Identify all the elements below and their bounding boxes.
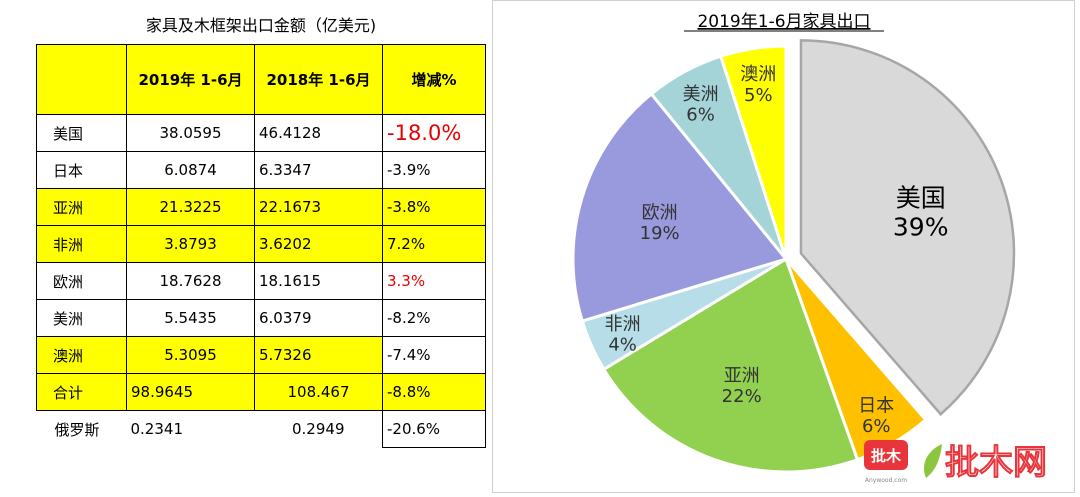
value-2018-cell: 6.3347 [254,151,383,189]
slice-percent-label: 6% [686,104,715,125]
slice-label: 澳洲 [740,64,776,85]
change-cell: -8.8% [382,373,486,411]
slice-label: 亚洲 [724,365,760,386]
value-2019-cell: 6.0874 [126,151,255,189]
pie-slice-7 [718,44,788,260]
value-2018-cell: 0.2949 [292,420,345,439]
table-row: 非洲 3.8793 3.6202 7.2% [36,225,486,263]
slice-percent-label: 22% [722,386,762,407]
table-row: 美洲 5.5435 6.0379 -8.2% [36,299,486,337]
chart-title: 2019年1-6月家具出口 [697,12,870,32]
change-cell: -8.2% [382,299,486,337]
region-cell: 亚洲 [36,188,127,226]
table-row: 亚洲 21.3225 22.1673 -3.8% [36,188,486,226]
value-2018-cell: 6.0379 [254,299,383,337]
table-row-extra: 俄罗斯 0.2341 0.2949 -20.6% [37,410,486,448]
value-2019-cell: 3.8793 [126,225,255,263]
table-row: 美国 38.0595 46.4128 -18.0% [36,114,486,152]
change-cell: 3.3% [382,262,486,300]
region-cell: 欧洲 [36,262,127,300]
slice-label: 非洲 [605,314,641,335]
table-panel: 家具及木框架出口金额（亿美元) 2019年 1-6月 2018年 1-6月 增减% 美… [0,0,490,497]
value-2019-cell: 0.2341 [130,420,184,439]
watermark-logo-text: 批木 [871,447,902,465]
pie-slice-3 [601,256,860,474]
value-2019-cell: 18.7628 [126,262,255,300]
table-header-cell: 2018年 1-6月 [254,44,383,115]
table-header-cell: 2019年 1-6月 [126,44,255,115]
slice-label: 日本 [858,395,894,416]
watermark: 批木 Anywood.com 批木网 [862,436,1062,486]
table-header-cell [36,44,127,115]
leaf-icon [923,444,942,478]
watermark-logo-badge [864,440,908,470]
slice-label: 欧洲 [642,203,678,224]
slice-percent-label: 5% [744,85,773,106]
change-cell: -20.6% [382,410,486,448]
slice-label: 美洲 [683,84,719,105]
watermark-domain: Anywood.com [865,477,907,484]
value-2019-cell: 98.9645 [126,373,255,411]
pie-slice-5 [571,91,789,323]
region-cell: 日本 [36,151,127,189]
table-row: 澳洲 5.3095 5.7326 -7.4% [36,336,486,374]
value-2018-cell: 22.1673 [254,188,383,226]
value-2018-cell: 108.467 [254,373,383,411]
region-cell: 合计 [36,373,127,411]
table-row: 日本 6.0874 6.3347 -3.9% [36,151,486,189]
export-table: 2019年 1-6月 2018年 1-6月 增减% 美国 38.0595 46.4128-… [36,44,486,448]
region-cell: 俄罗斯 [54,420,100,439]
value-2018-cell: 18.1615 [254,262,383,300]
value-2019-cell: 5.3095 [126,336,255,374]
change-cell: -3.8% [382,188,486,226]
slice-percent-label: 19% [640,223,680,244]
value-2019-cell: 38.0595 [126,114,255,152]
slice-percent-label: 4% [608,335,637,356]
slice-label: 美国 [896,184,946,213]
pie-slice-1 [799,39,1016,416]
region-cell: 非洲 [36,225,127,263]
value-2018-cell: 46.4128 [254,114,383,152]
region-cell: 美国 [36,114,127,152]
watermark-site-text: 批木网 [945,443,1047,483]
value-2018-cell: 5.7326 [254,336,383,374]
value-2019-cell: 5.5435 [126,299,255,337]
change-cell: -18.0% [382,114,486,152]
change-cell: -3.9% [382,151,486,189]
table-title: 家具及木框架出口金额（亿美元) [145,16,377,35]
table-row: 欧洲 18.7628 18.1615 3.3% [36,262,486,300]
value-2018-cell: 3.6202 [254,225,383,263]
table-header-row: 2019年 1-6月 2018年 1-6月 增减% [36,44,486,115]
value-2019-cell: 21.3225 [126,188,255,226]
pie-chart: 2019年1-6月家具出口 美国 39% 日本 6% 亚洲 22% 非洲 4% 欧洲 19% 美洲 6%… [492,0,1075,493]
slice-percent-label: 6% [862,416,891,437]
region-cell: 澳洲 [36,336,127,374]
change-cell: 7.2% [382,225,486,263]
region-cell: 美洲 [36,299,127,337]
table-row: 合计 98.9645 108.467 -8.8% [36,373,486,411]
change-cell: -7.4% [382,336,486,374]
table-header-cell: 增减% [382,44,486,115]
pie-chart-svg: 2019年1-6月家具出口美国39%日本6%亚洲22%非洲4%欧洲19%美洲6%… [571,12,1016,474]
slice-percent-label: 39% [893,212,949,241]
